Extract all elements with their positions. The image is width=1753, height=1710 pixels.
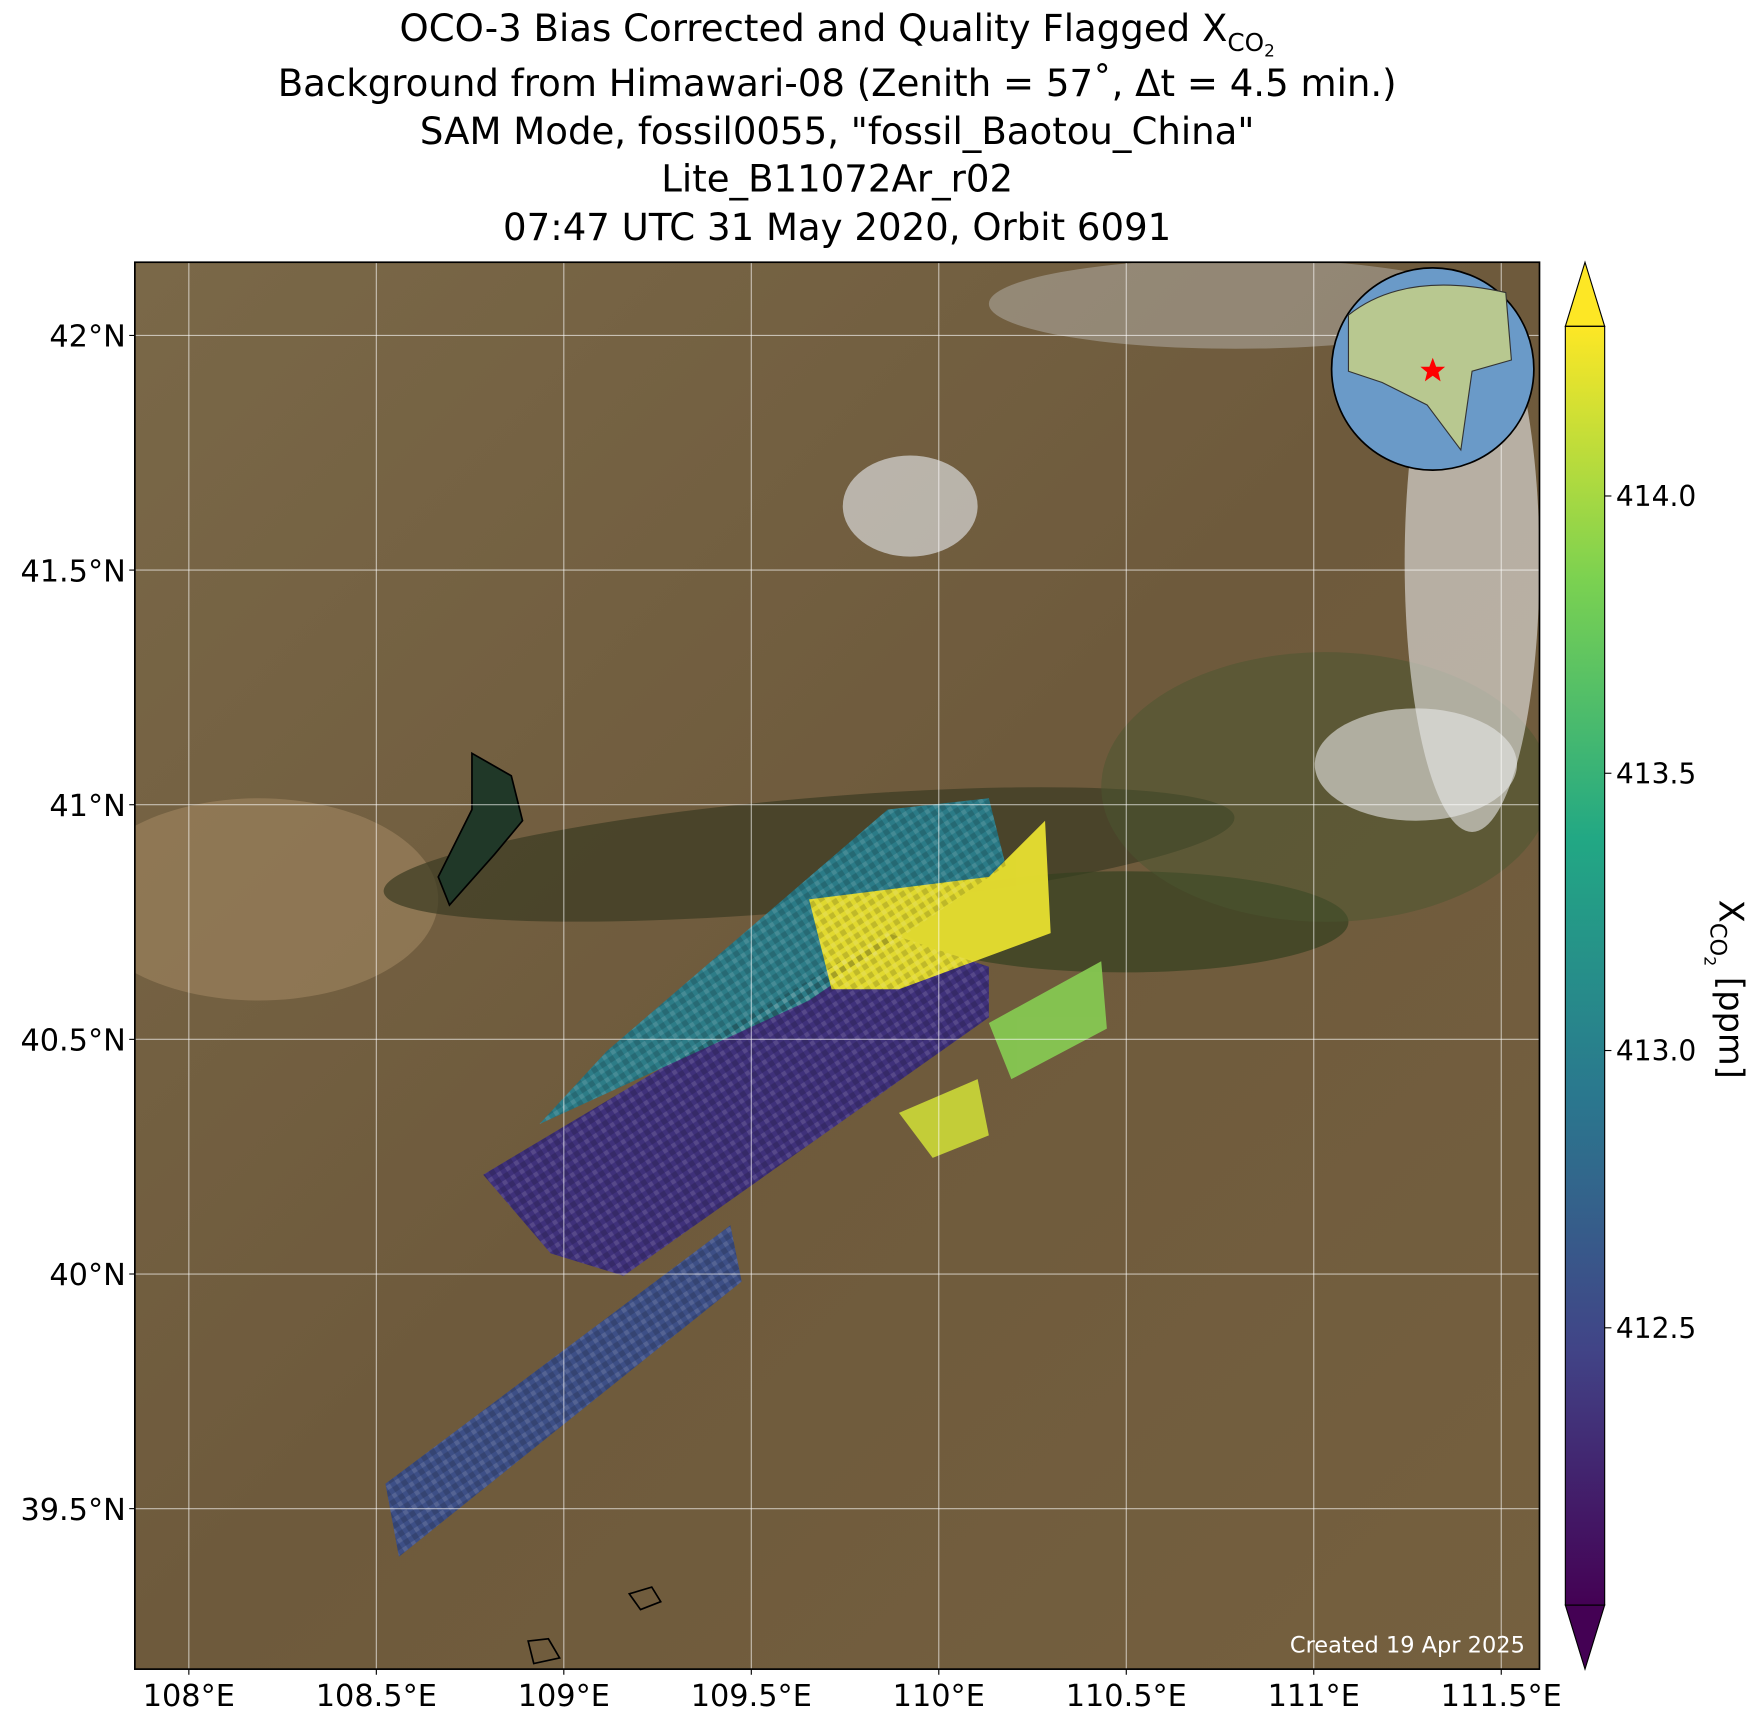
y-tick-label: 41°N bbox=[49, 789, 125, 824]
inset-globe bbox=[1330, 267, 1535, 471]
y-tick-label: 42°N bbox=[49, 320, 125, 355]
x-tick-label: 109.5°E bbox=[691, 1679, 812, 1710]
x-tick-label: 111.5°E bbox=[1441, 1679, 1562, 1710]
title: OCO-3 Bias Corrected and Quality Flagged… bbox=[278, 7, 1397, 249]
x-tick-label: 110.5°E bbox=[1066, 1679, 1187, 1710]
y-tick-label: 40°N bbox=[49, 1258, 125, 1293]
title-line: Lite_B11072Ar_r02 bbox=[661, 157, 1013, 200]
y-tick-label: 40.5°N bbox=[20, 1024, 125, 1059]
title-line: 07:47 UTC 31 May 2020, Orbit 6091 bbox=[503, 206, 1171, 249]
x-tick-label: 111°E bbox=[1268, 1679, 1360, 1710]
title-line: Background from Himawari-08 (Zenith = 57… bbox=[278, 62, 1397, 105]
colorbar-tick-label: 413.0 bbox=[1616, 1035, 1696, 1068]
title-line: SAM Mode, fossil0055, "fossil_Baotou_Chi… bbox=[420, 110, 1255, 153]
colorbar-label: XCO2 [ppm] bbox=[1701, 900, 1751, 1079]
x-tick-label: 110°E bbox=[893, 1679, 985, 1710]
colorbar-extend bbox=[1564, 260, 1606, 327]
colorbar-tick-label: 414.0 bbox=[1616, 480, 1696, 513]
y-tick-label: 41.5°N bbox=[20, 554, 125, 589]
colorbar-tick-label: 413.5 bbox=[1616, 757, 1696, 790]
colorbar-tick-label: 412.5 bbox=[1616, 1312, 1696, 1345]
colorbar-extend bbox=[1564, 1604, 1606, 1672]
swath-region bbox=[898, 1079, 989, 1158]
colorbar: XCO2 [ppm] 412.5 413.0 413.5 414.0 bbox=[1564, 260, 1751, 1672]
swath-region bbox=[988, 961, 1107, 1080]
colorbar-ramp bbox=[1565, 326, 1605, 1606]
y-tick-label: 39.5°N bbox=[20, 1493, 125, 1528]
x-tick-label: 109°E bbox=[518, 1679, 610, 1710]
created-note: Created 19 Apr 2025 bbox=[1290, 1632, 1525, 1658]
grid bbox=[134, 262, 1540, 1670]
title-line: OCO-3 Bias Corrected and Quality Flagged… bbox=[400, 7, 1275, 61]
x-tick-label: 108.5°E bbox=[316, 1679, 437, 1710]
map-frame bbox=[134, 261, 1541, 1670]
x-tick-label: 108°E bbox=[143, 1679, 235, 1710]
